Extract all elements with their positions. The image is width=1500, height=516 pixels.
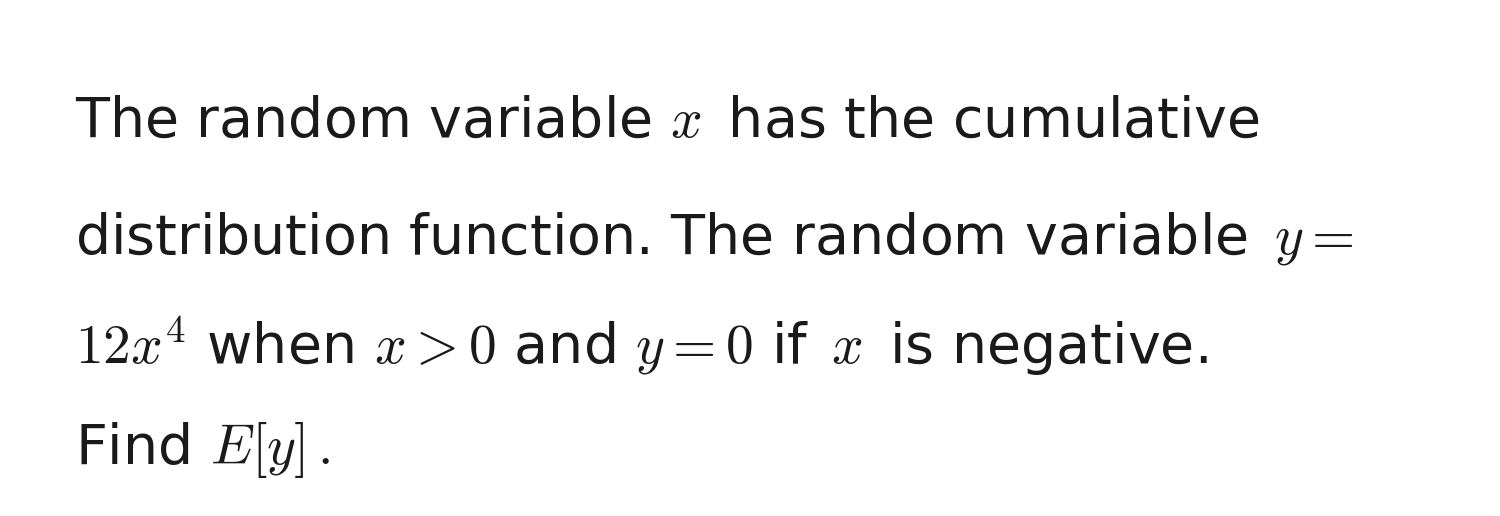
Text: Find $E[y]\,.$: Find $E[y]\,.$ [75,420,330,480]
Text: $12x^4$ when $x>0$ and $y=0$ if $\,x\,$ is negative.: $12x^4$ when $x>0$ and $y=0$ if $\,x\,$ … [75,315,1208,379]
Text: distribution function. The random variable $\,y=$: distribution function. The random variab… [75,210,1353,267]
Text: The random variable $x\,$ has the cumulative: The random variable $x\,$ has the cumula… [75,95,1260,149]
